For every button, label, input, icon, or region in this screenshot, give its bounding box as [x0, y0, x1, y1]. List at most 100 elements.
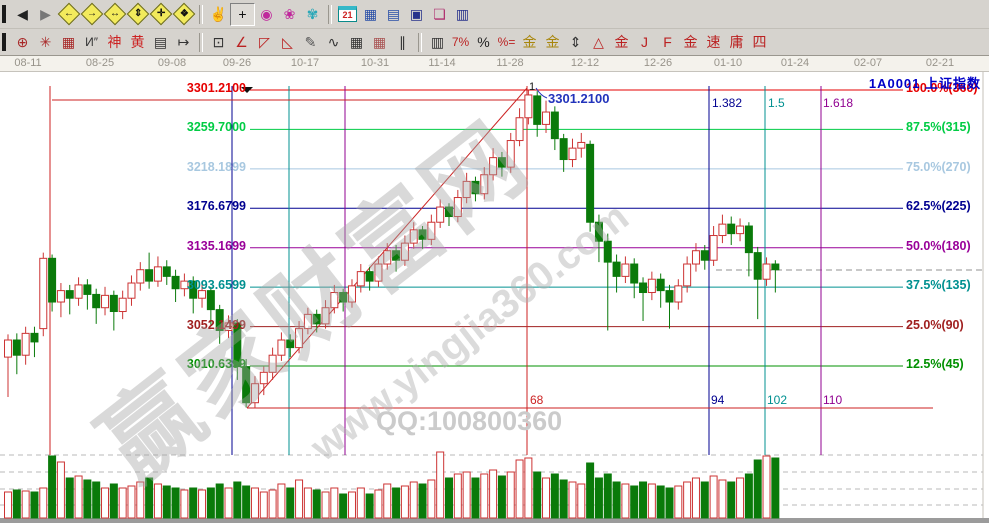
- zoom-horizontal-icon[interactable]: ↔: [103, 2, 126, 26]
- gold-fan-icon[interactable]: 金: [683, 34, 698, 50]
- pattern-icon[interactable]: ✾: [306, 6, 319, 22]
- candle-body: [312, 313, 321, 325]
- pencil-fan-icon[interactable]: ✎: [304, 34, 317, 50]
- back-icon[interactable]: ◀: [17, 6, 28, 22]
- pan-left-icon[interactable]: ←: [57, 2, 80, 26]
- notes-icon[interactable]: ▤: [386, 6, 401, 22]
- candle-body: [127, 282, 136, 299]
- grid-black-icon[interactable]: ▦: [349, 34, 364, 50]
- gann-grid-icon[interactable]: ▦: [61, 34, 76, 50]
- volume-bar: [295, 479, 304, 519]
- candle-body: [656, 278, 665, 292]
- volume-bar: [445, 477, 453, 519]
- move-all-icon[interactable]: ❖: [172, 2, 195, 26]
- gold-box-icon[interactable]: 金: [614, 34, 629, 50]
- scale-icon[interactable]: ▥: [430, 34, 445, 50]
- hand-tool-icon[interactable]: ✌: [209, 6, 228, 22]
- images-icon[interactable]: ❏: [433, 6, 446, 22]
- save-icon[interactable]: ▣: [409, 6, 424, 22]
- date-tick: 01-10: [713, 57, 743, 69]
- gann-circle-icon[interactable]: ⊕: [16, 34, 29, 50]
- ruler-123-icon[interactable]: ▤: [153, 34, 168, 50]
- volume-bar: [303, 487, 312, 519]
- box-select-icon[interactable]: ⊡: [212, 34, 225, 50]
- candle-body: [683, 263, 692, 287]
- volume-bar: [330, 487, 339, 519]
- zigzag-icon[interactable]: ∿: [327, 34, 340, 50]
- j-fan-icon[interactable]: J: [641, 34, 648, 50]
- stamp-icon[interactable]: ❀: [283, 6, 296, 22]
- volume-bar: [171, 487, 180, 519]
- chart-area[interactable]: 1A0001 上证指数 3301.2100 100.0%(360) 3259.700…: [0, 72, 989, 523]
- crosshair-tool-icon[interactable]: +: [230, 2, 255, 26]
- volume-bar: [4, 491, 12, 519]
- candle-body: [101, 294, 110, 309]
- calculator-icon[interactable]: ▦: [363, 6, 378, 22]
- price-level-label: 3176.6799: [186, 199, 246, 214]
- candle-body: [171, 275, 180, 290]
- toolbar-drawing: ⊕ ✳ ▦ И″ 神黄 ▤ ↦ ⊡ ∠ ◸ ◺ ✎ ∿ ▦ ▦ ∥ ▥ 7%% %= 金金 ⇕ △ 金 J F 金速庸四: [0, 29, 989, 56]
- price-flag-icon[interactable]: ⇕: [569, 34, 582, 50]
- volume-bar: [621, 483, 630, 519]
- volume-bar: [136, 481, 145, 519]
- date-tick: 08-11: [14, 57, 42, 69]
- candle-body: [321, 307, 330, 325]
- candle-body: [250, 383, 259, 404]
- candle-body: [665, 290, 674, 303]
- bar-measure-icon[interactable]: ↦: [177, 34, 190, 50]
- volume-bar: [533, 471, 542, 519]
- volume-bar: [312, 489, 321, 519]
- gann-fan-box-icon[interactable]: ◸: [259, 34, 270, 50]
- price-level-label: 3052.1499: [186, 317, 246, 332]
- mark-lines-icon[interactable]: И″: [85, 35, 98, 49]
- zoom-select-icon[interactable]: ◉: [260, 6, 273, 22]
- volume-bar: [515, 459, 524, 519]
- candle-body: [330, 292, 339, 309]
- cross-expand-icon[interactable]: ✛: [149, 2, 172, 26]
- candle-body: [524, 94, 533, 119]
- forward-icon[interactable]: ▶: [40, 6, 51, 22]
- candle-body: [198, 290, 207, 299]
- magic-number-icon[interactable]: 神: [107, 34, 122, 50]
- bottom-border: [0, 518, 989, 523]
- toolbar-separator: [418, 32, 422, 52]
- candle-body: [303, 313, 312, 330]
- percent-levels-icon[interactable]: %=: [497, 35, 516, 49]
- four-fan-icon[interactable]: 四: [752, 34, 767, 50]
- candle-body: [12, 339, 21, 356]
- export-icon[interactable]: ▥: [455, 6, 470, 22]
- fib-percent-label: 50.0%(180): [906, 238, 971, 253]
- f-fan-icon[interactable]: F: [663, 34, 672, 50]
- zoom-vertical-icon[interactable]: ⇕: [126, 2, 149, 26]
- volume-bar: [665, 487, 674, 519]
- speed-fan-icon[interactable]: 速: [706, 34, 721, 50]
- grid-red-icon[interactable]: ▦: [372, 34, 387, 50]
- gold-circle-icon[interactable]: 金: [522, 34, 537, 50]
- volume-bar: [321, 491, 330, 519]
- candle-body: [65, 290, 74, 299]
- volume-bar: [506, 471, 515, 519]
- resistance-fan-icon[interactable]: 庸: [729, 34, 744, 50]
- annotation: 110: [823, 393, 843, 407]
- candle-body: [436, 206, 445, 223]
- calendar-icon[interactable]: 21: [336, 4, 359, 25]
- volume-bar: [577, 483, 586, 519]
- candle-body: [339, 292, 348, 303]
- gann-wheel-icon[interactable]: ✳: [39, 34, 52, 50]
- gann-fan-icon[interactable]: ∠: [235, 34, 248, 50]
- candle-body: [453, 197, 462, 218]
- candle-body: [480, 174, 489, 195]
- gann-fan-square-icon[interactable]: ◺: [282, 34, 293, 50]
- percent-line-icon[interactable]: 7%: [451, 35, 470, 49]
- parallel-lines-icon[interactable]: ∥: [399, 34, 406, 50]
- percent-icon[interactable]: %: [477, 34, 490, 50]
- candle-body: [4, 339, 12, 358]
- gold-levels-icon[interactable]: 金: [545, 34, 560, 50]
- clipped-icon: [2, 5, 6, 23]
- volume-bar: [471, 477, 480, 519]
- pan-right-icon[interactable]: →: [80, 2, 103, 26]
- golden-number-icon[interactable]: 黄: [130, 34, 145, 50]
- date-tick: 02-21: [925, 57, 955, 69]
- wave-measure-icon[interactable]: △: [593, 34, 604, 50]
- volume-bar: [709, 475, 718, 519]
